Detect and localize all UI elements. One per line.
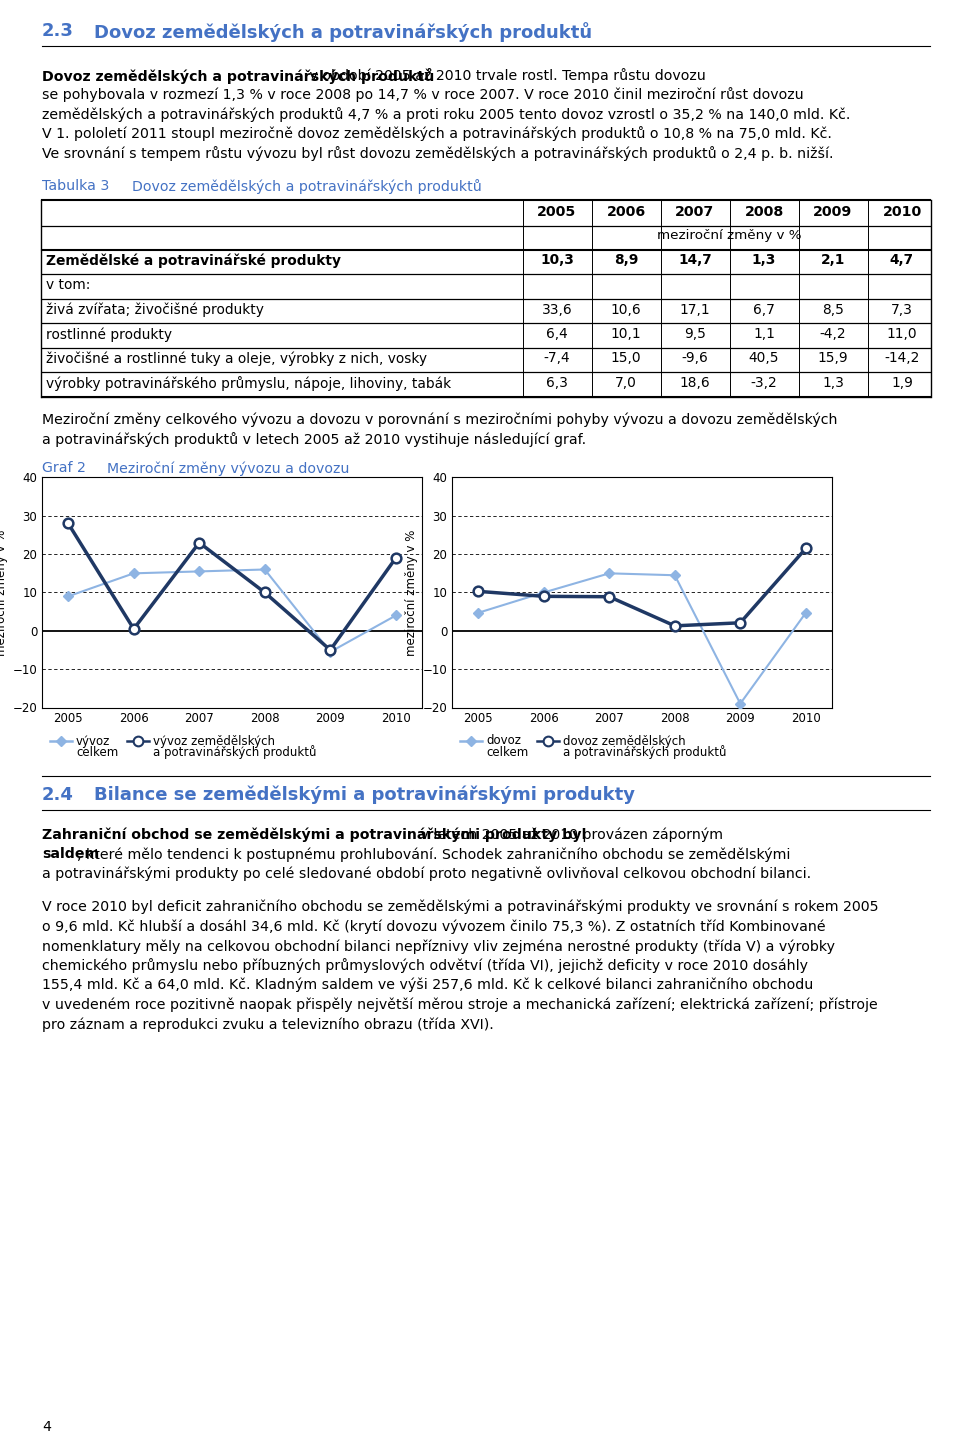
Text: rostlinné produkty: rostlinné produkty <box>46 327 172 341</box>
Text: -9,6: -9,6 <box>682 352 708 366</box>
Text: 40,5: 40,5 <box>749 352 780 366</box>
Text: 33,6: 33,6 <box>541 302 572 317</box>
Text: živočišné a rostlinné tuky a oleje, výrobky z nich, vosky: živočišné a rostlinné tuky a oleje, výro… <box>46 352 427 366</box>
Text: se pohybovala v rozmezí 1,3 % v roce 2008 po 14,7 % v roce 2007. V roce 2010 čin: se pohybovala v rozmezí 1,3 % v roce 200… <box>42 87 804 103</box>
Text: Meziroční změny celkového vývozu a dovozu v porovnání s meziročními pohyby vývoz: Meziroční změny celkového vývozu a dovoz… <box>42 412 837 427</box>
Text: pro záznam a reprodukci zvuku a televizního obrazu (třída XVI).: pro záznam a reprodukci zvuku a televizn… <box>42 1017 493 1032</box>
Text: 10,6: 10,6 <box>611 302 641 317</box>
Text: 14,7: 14,7 <box>678 253 712 268</box>
Text: Bilance se zemědělskými a potravinářskými produkty: Bilance se zemědělskými a potravinářským… <box>94 786 635 805</box>
Text: nomenklatury měly na celkovou obchodní bilanci nepříznivy vliv zejména nerostné : nomenklatury měly na celkovou obchodní b… <box>42 939 835 954</box>
Text: Ve srovnání s tempem růstu vývozu byl růst dovozu zemědělských a potravinářských: Ve srovnání s tempem růstu vývozu byl rů… <box>42 146 833 161</box>
Text: Meziroční změny vývozu a dovozu: Meziroční změny vývozu a dovozu <box>107 462 349 476</box>
Y-axis label: meziroční změny v %: meziroční změny v % <box>405 530 419 655</box>
Text: 4: 4 <box>42 1420 51 1434</box>
Text: 2009: 2009 <box>813 204 852 218</box>
Text: Zahraniční obchod se zemědělskými a potravinářskými produkty byl: Zahraniční obchod se zemědělskými a potr… <box>42 828 587 842</box>
Text: saldem: saldem <box>42 846 99 861</box>
Text: vývoz: vývoz <box>76 735 110 748</box>
Text: 2,1: 2,1 <box>821 253 845 268</box>
Text: celkem: celkem <box>76 745 118 758</box>
Text: 11,0: 11,0 <box>887 327 918 341</box>
Text: 18,6: 18,6 <box>680 376 710 391</box>
Text: 7,0: 7,0 <box>615 376 636 391</box>
Text: -7,4: -7,4 <box>543 352 570 366</box>
Text: 6,3: 6,3 <box>546 376 568 391</box>
Y-axis label: meziroční změny v %: meziroční změny v % <box>0 530 9 655</box>
Text: Zemědělské a potravinářské produkty: Zemědělské a potravinářské produkty <box>46 253 341 268</box>
Text: chemického průmyslu nebo příbuzných průmyslových odvětví (třída VI), jejichž def: chemického průmyslu nebo příbuzných prům… <box>42 958 808 974</box>
Text: 8,9: 8,9 <box>613 253 638 268</box>
Text: 1,3: 1,3 <box>822 376 844 391</box>
Text: Graf 2: Graf 2 <box>42 462 85 476</box>
Text: v tom:: v tom: <box>46 278 90 292</box>
Text: a potravinářských produktů: a potravinářských produktů <box>153 745 317 760</box>
Text: V roce 2010 byl deficit zahraničního obchodu se zemědělskými a potravinářskými p: V roce 2010 byl deficit zahraničního obc… <box>42 900 878 915</box>
Text: výrobky potravinářského průmyslu, nápoje, lihoviny, tabák: výrobky potravinářského průmyslu, nápoje… <box>46 376 451 391</box>
Text: zemědělských a potravinářských produktů 4,7 % a proti roku 2005 tento dovoz vzro: zemědělských a potravinářských produktů … <box>42 107 851 122</box>
Text: vývoz zemědělských: vývoz zemědělských <box>153 735 275 748</box>
Text: celkem: celkem <box>486 745 528 758</box>
Text: v letech 2005 až 2010 provázen záporným: v letech 2005 až 2010 provázen záporným <box>417 828 724 842</box>
Text: 15,9: 15,9 <box>818 352 849 366</box>
Text: 2008: 2008 <box>744 204 783 218</box>
Text: v období 2005 až 2010 trvale rostl. Tempa růstu dovozu: v období 2005 až 2010 trvale rostl. Temp… <box>305 68 706 82</box>
Text: Tabulka 3: Tabulka 3 <box>42 179 109 194</box>
Text: 2005: 2005 <box>538 204 577 218</box>
Text: Dovoz zemědělských a potravinářských produktů: Dovoz zemědělských a potravinářských pro… <box>94 22 592 42</box>
Text: V 1. pololetí 2011 stoupl meziročně dovoz zemědělských a potravinářských produkt: V 1. pololetí 2011 stoupl meziročně dovo… <box>42 126 832 142</box>
Text: 6,7: 6,7 <box>753 302 775 317</box>
Text: 17,1: 17,1 <box>680 302 710 317</box>
Text: 2006: 2006 <box>607 204 646 218</box>
Text: -14,2: -14,2 <box>884 352 920 366</box>
Text: 9,5: 9,5 <box>684 327 706 341</box>
Text: 2010: 2010 <box>882 204 922 218</box>
Text: Dovoz zemědělských a potravinářských produktů: Dovoz zemědělských a potravinářských pro… <box>42 68 434 84</box>
Text: v uvedeném roce pozitivně naopak přispěly největší měrou stroje a mechanická zař: v uvedeném roce pozitivně naopak přispěl… <box>42 997 877 1011</box>
Text: 155,4 mld. Kč a 64,0 mld. Kč. Kladným saldem ve výši 257,6 mld. Kč k celkové bil: 155,4 mld. Kč a 64,0 mld. Kč. Kladným sa… <box>42 978 813 993</box>
Text: živá zvířata; živočišné produkty: živá zvířata; živočišné produkty <box>46 302 264 317</box>
Text: 2007: 2007 <box>676 204 714 218</box>
Text: a potravinářskými produkty po celé sledované období proto negativně ovlivňoval c: a potravinářskými produkty po celé sledo… <box>42 867 811 881</box>
Text: 6,4: 6,4 <box>546 327 568 341</box>
Text: 4,7: 4,7 <box>890 253 914 268</box>
Text: o 9,6 mld. Kč hlubší a dosáhl 34,6 mld. Kč (krytí dovozu vývozem činilo 75,3 %).: o 9,6 mld. Kč hlubší a dosáhl 34,6 mld. … <box>42 919 826 933</box>
Text: a potravinářských produktů v letech 2005 až 2010 vystihuje následující graf.: a potravinářských produktů v letech 2005… <box>42 433 587 447</box>
Text: 1,1: 1,1 <box>753 327 775 341</box>
Text: 2.3: 2.3 <box>42 22 74 41</box>
Text: dovoz zemědělských: dovoz zemědělských <box>563 735 685 748</box>
Text: 7,3: 7,3 <box>891 302 913 317</box>
Text: 1,3: 1,3 <box>752 253 777 268</box>
Text: meziroční změny v %: meziroční změny v % <box>658 229 802 242</box>
Text: a potravinářských produktů: a potravinářských produktů <box>563 745 727 760</box>
Text: dovoz: dovoz <box>486 735 521 748</box>
Text: 10,3: 10,3 <box>540 253 574 268</box>
Text: 2.4: 2.4 <box>42 786 74 803</box>
Text: 8,5: 8,5 <box>822 302 844 317</box>
Text: , které mělo tendenci k postupnému prohlubování. Schodek zahraničního obchodu se: , které mělo tendenci k postupnému prohl… <box>77 846 790 861</box>
Text: 1,9: 1,9 <box>891 376 913 391</box>
Text: -4,2: -4,2 <box>820 327 847 341</box>
Text: -3,2: -3,2 <box>751 376 778 391</box>
Text: Dovoz zemědělských a potravinářských produktů: Dovoz zemědělských a potravinářských pro… <box>132 179 482 194</box>
Text: 15,0: 15,0 <box>611 352 641 366</box>
Text: 10,1: 10,1 <box>611 327 641 341</box>
